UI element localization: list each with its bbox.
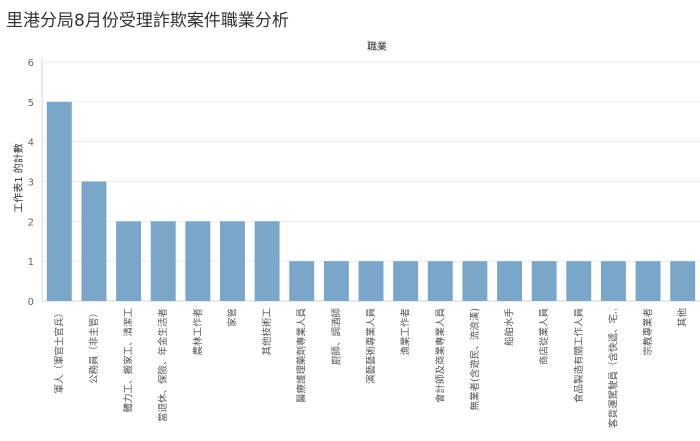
bar[interactable]	[358, 261, 384, 301]
x-axis-title: 職業	[367, 40, 387, 53]
y-tick-label: 1	[28, 257, 34, 268]
x-tick-label: 宗教專業者	[642, 308, 654, 356]
x-tick-label: 體力工、搬家工、清潔工	[123, 308, 135, 413]
x-tick-label: 演藝藝術專業人員	[365, 308, 377, 385]
x-tick-label: 船舶水手	[504, 308, 516, 347]
bar[interactable]	[254, 221, 280, 301]
category-labels: 軍人（軍官士官兵） 公務員（非主管） 體力工、搬家工、清潔工 當退休、保險、年金生活者…	[53, 308, 688, 429]
bar[interactable]	[289, 261, 315, 301]
x-tick-label: 其他	[677, 308, 689, 328]
bar[interactable]	[220, 221, 245, 301]
y-tick-label: 6	[28, 58, 34, 69]
bar[interactable]	[81, 181, 107, 302]
y-tick-label: 0	[28, 297, 34, 308]
bar[interactable]	[600, 261, 626, 301]
x-tick-label: 農林工作者	[192, 308, 204, 356]
y-tick-label: 2	[28, 217, 34, 228]
x-tick-label: 公務員（非主管）	[88, 308, 100, 384]
y-tick-label: 3	[28, 178, 34, 189]
bar[interactable]	[497, 261, 522, 301]
bar[interactable]	[670, 261, 696, 301]
bars	[46, 101, 696, 302]
x-tick-label: 商店從業人員	[538, 308, 550, 366]
x-tick-label: 無業者(含遊民、流浪漢)	[469, 308, 481, 410]
bar[interactable]	[393, 261, 419, 301]
bar[interactable]	[531, 261, 557, 301]
x-tick-label: 客貨運駕駛員（含快遞、宅..	[607, 308, 619, 428]
x-tick-label: 當退休、保險、年金生活者	[157, 308, 169, 422]
bar[interactable]	[150, 221, 176, 301]
bar[interactable]	[46, 101, 72, 301]
x-tick-label: 食品製造有關工作人員	[573, 308, 585, 404]
x-tick-label: 家管	[226, 308, 238, 327]
page-title: 里港分局8月份受理詐欺案件職業分析	[6, 11, 289, 31]
bar[interactable]	[185, 221, 211, 301]
x-tick-label: 廚師、調酒師	[330, 308, 342, 366]
bar[interactable]	[566, 261, 592, 301]
bar[interactable]	[323, 261, 349, 301]
bar[interactable]	[116, 221, 142, 301]
bar[interactable]	[462, 261, 488, 301]
y-axis-title: 工作表1 的計數	[12, 143, 25, 213]
x-tick-label: 會計師及商業專業人員	[434, 308, 446, 404]
y-tick-label: 4	[28, 138, 34, 149]
x-tick-label: 醫療護理藥劑專業人員	[296, 308, 308, 404]
x-tick-label: 漁業工作者	[400, 308, 412, 356]
bar[interactable]	[635, 261, 661, 301]
y-tick-label: 5	[28, 98, 34, 109]
bar[interactable]	[427, 261, 453, 301]
x-tick-label: 軍人（軍官士官兵）	[53, 308, 65, 394]
x-tick-label: 其他技術工	[261, 308, 273, 356]
